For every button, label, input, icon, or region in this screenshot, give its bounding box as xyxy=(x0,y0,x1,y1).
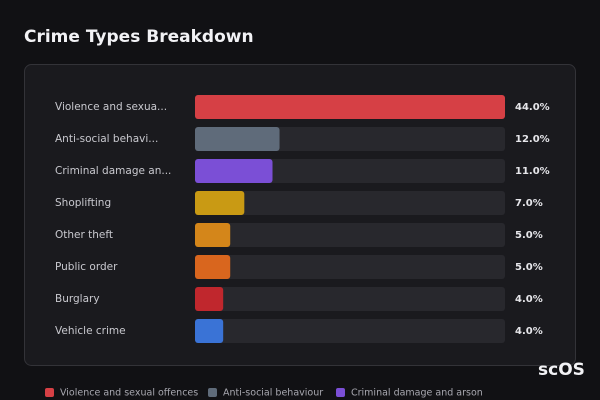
bar-track xyxy=(195,287,505,311)
legend-swatch xyxy=(208,388,217,397)
bar xyxy=(195,255,231,279)
category-label: Anti-social behavi... xyxy=(55,133,158,145)
value-label: 5.0% xyxy=(515,262,543,273)
bar xyxy=(195,191,245,215)
legend-label: Anti-social behaviour xyxy=(223,388,323,399)
legend-label: Criminal damage and arson xyxy=(351,388,483,399)
legend-label: Violence and sexual offences xyxy=(60,388,198,399)
value-label: 4.0% xyxy=(515,294,543,305)
legend-swatch xyxy=(45,388,54,397)
value-label: 4.0% xyxy=(515,326,543,337)
bar xyxy=(195,287,224,311)
category-label: Burglary xyxy=(55,293,100,305)
value-label: 11.0% xyxy=(515,166,550,177)
watermark: scOS xyxy=(538,360,585,380)
value-label: 7.0% xyxy=(515,198,543,209)
category-label: Criminal damage an... xyxy=(55,165,171,177)
value-label: 5.0% xyxy=(515,230,543,241)
bar xyxy=(195,223,231,247)
category-label: Violence and sexua... xyxy=(55,101,167,113)
category-label: Public order xyxy=(55,261,118,273)
bar-track xyxy=(195,319,505,343)
bar xyxy=(195,319,224,343)
value-label: 44.0% xyxy=(515,102,550,113)
bar xyxy=(195,127,280,151)
value-label: 12.0% xyxy=(515,134,550,145)
bar-track xyxy=(195,255,505,279)
category-label: Other theft xyxy=(55,229,113,241)
bar xyxy=(195,95,505,119)
bar-track xyxy=(195,191,505,215)
bar-track xyxy=(195,223,505,247)
bar xyxy=(195,159,273,183)
category-label: Vehicle crime xyxy=(55,325,126,337)
category-label: Shoplifting xyxy=(55,197,111,209)
chart-title: Crime Types Breakdown xyxy=(24,27,254,47)
legend-swatch xyxy=(336,388,345,397)
